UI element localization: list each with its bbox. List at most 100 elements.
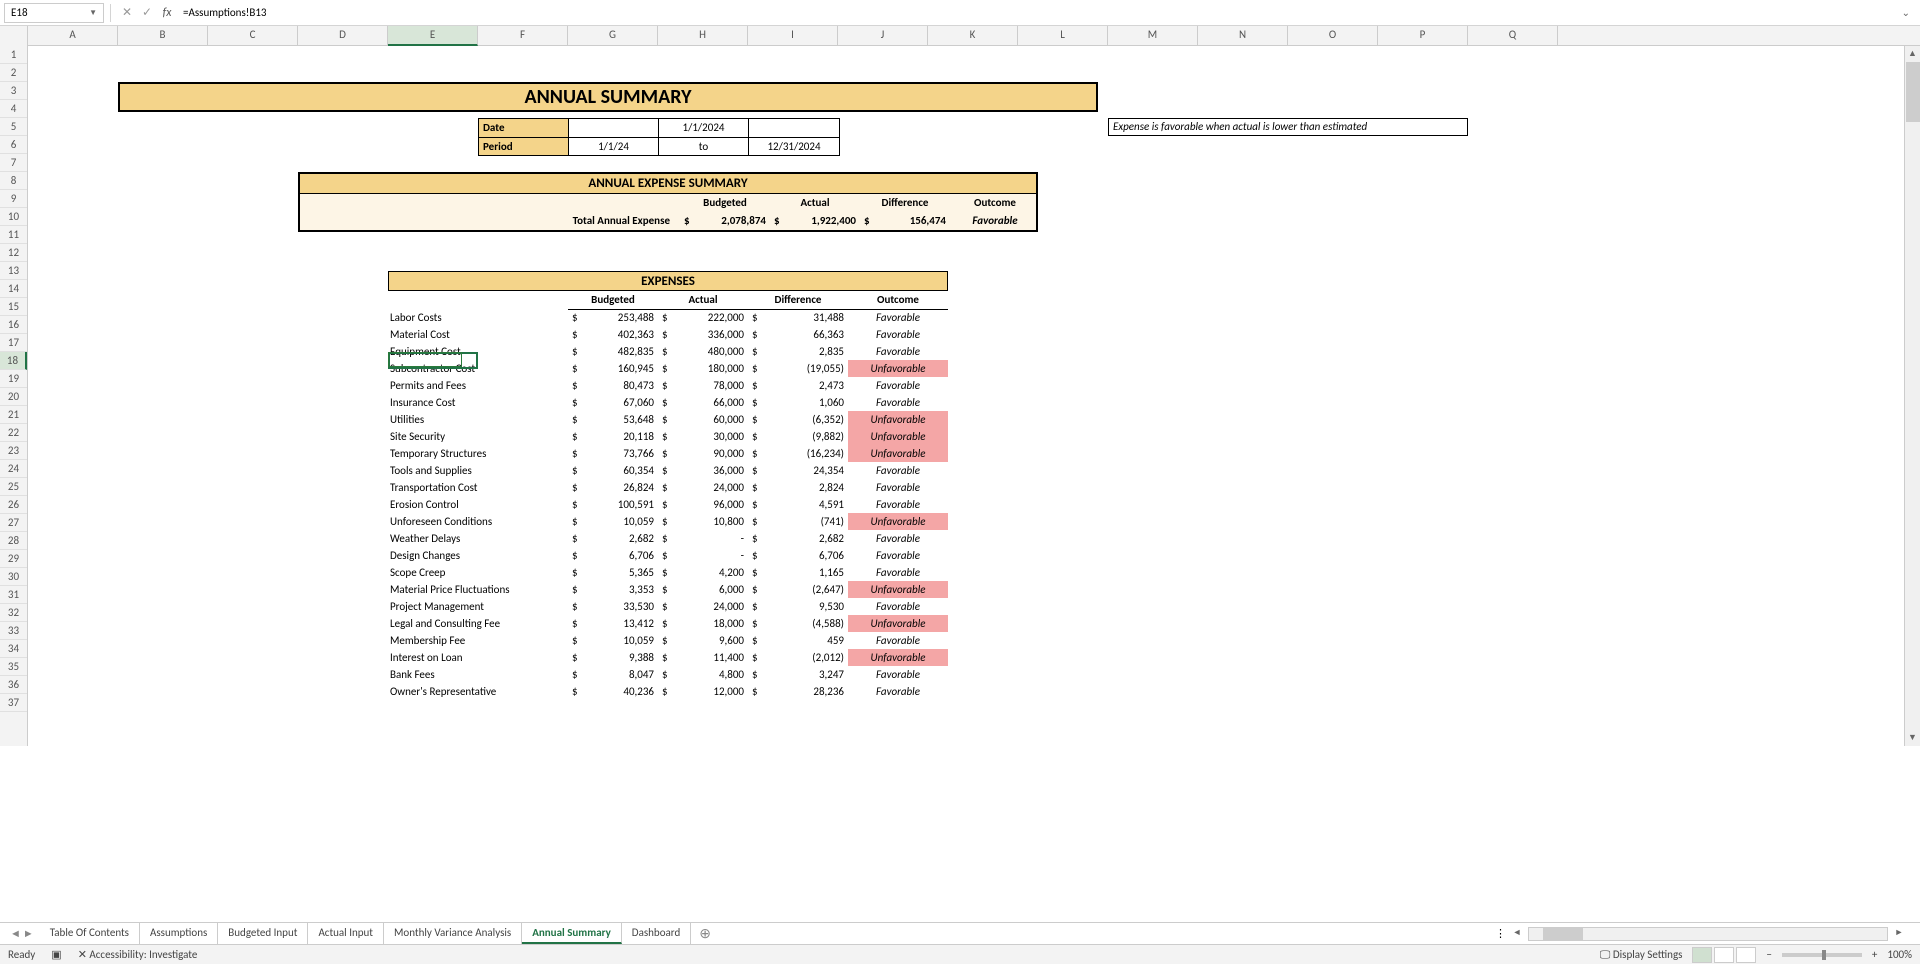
row-header-27[interactable]: 27 (0, 514, 27, 532)
col-header-L[interactable]: L (1018, 26, 1108, 46)
row-header-21[interactable]: 21 (0, 406, 27, 424)
tab-nav-prev-icon[interactable]: ◄ (10, 927, 21, 940)
expense-name: Bank Fees (388, 666, 568, 683)
row-header-16[interactable]: 16 (0, 316, 27, 334)
row-header-34[interactable]: 34 (0, 640, 27, 658)
scroll-down-icon[interactable]: ▼ (1905, 730, 1920, 746)
row-header-30[interactable]: 30 (0, 568, 27, 586)
row-header-32[interactable]: 32 (0, 604, 27, 622)
display-settings-button[interactable]: 🖵 Display Settings (1600, 948, 1683, 962)
row-header-33[interactable]: 33 (0, 622, 27, 640)
sheet-tab[interactable]: Budgeted Input (218, 923, 308, 944)
row-header-29[interactable]: 29 (0, 550, 27, 568)
row-header-17[interactable]: 17 (0, 334, 27, 352)
select-all-corner[interactable] (0, 26, 28, 46)
row-header-4[interactable]: 4 (0, 100, 27, 118)
accessibility-status[interactable]: ✕ Accessibility: Investigate (78, 948, 198, 961)
cells-area[interactable]: ANNUAL SUMMARY Expense is favorable when… (28, 46, 1920, 746)
row-header-11[interactable]: 11 (0, 226, 27, 244)
col-header-K[interactable]: K (928, 26, 1018, 46)
formula-input[interactable]: =Assumptions!B13 (177, 6, 1896, 19)
col-header-O[interactable]: O (1288, 26, 1378, 46)
col-header-Q[interactable]: Q (1468, 26, 1558, 46)
row-header-35[interactable]: 35 (0, 658, 27, 676)
tab-nav-next-icon[interactable]: ► (23, 927, 34, 940)
row-header-1[interactable]: 1 (0, 46, 27, 64)
zoom-in-icon[interactable]: + (1872, 948, 1877, 961)
hscroll-thumb[interactable] (1543, 928, 1583, 940)
expense-actual: $4,200 (658, 564, 748, 581)
scroll-up-icon[interactable]: ▲ (1905, 46, 1920, 62)
zoom-level[interactable]: 100% (1887, 948, 1912, 961)
hscroll-left-icon[interactable]: ◄ (1510, 927, 1524, 941)
view-page-break-icon[interactable] (1736, 947, 1756, 963)
sheet-tab[interactable]: Monthly Variance Analysis (384, 923, 522, 944)
row-header-23[interactable]: 23 (0, 442, 27, 460)
row-header-3[interactable]: 3 (0, 82, 27, 100)
expense-name: Unforeseen Conditions (388, 513, 568, 530)
vertical-scrollbar[interactable]: ▲ ▼ (1904, 46, 1920, 746)
row-header-2[interactable]: 2 (0, 64, 27, 82)
view-normal-icon[interactable] (1692, 947, 1712, 963)
row-header-24[interactable]: 24 (0, 460, 27, 478)
col-header-G[interactable]: G (568, 26, 658, 46)
sheet-tab[interactable]: Actual Input (308, 923, 384, 944)
row-header-36[interactable]: 36 (0, 676, 27, 694)
row-header-9[interactable]: 9 (0, 190, 27, 208)
col-header-D[interactable]: D (298, 26, 388, 46)
sheet-tab[interactable]: Annual Summary (522, 923, 622, 944)
col-header-B[interactable]: B (118, 26, 208, 46)
row-header-14[interactable]: 14 (0, 280, 27, 298)
row-header-28[interactable]: 28 (0, 532, 27, 550)
macro-record-icon[interactable]: ▣ (51, 948, 61, 961)
row-header-18[interactable]: 18 (0, 352, 27, 370)
enter-icon[interactable]: ✓ (137, 5, 157, 20)
scroll-thumb[interactable] (1906, 62, 1920, 122)
name-box-dropdown-icon[interactable]: ▼ (89, 8, 97, 18)
zoom-slider[interactable] (1782, 953, 1862, 957)
row-header-37[interactable]: 37 (0, 694, 27, 712)
name-box[interactable]: E18 ▼ (4, 3, 104, 23)
col-header-F[interactable]: F (478, 26, 568, 46)
row-header-8[interactable]: 8 (0, 172, 27, 190)
sheet-tab[interactable]: Dashboard (622, 923, 691, 944)
row-header-26[interactable]: 26 (0, 496, 27, 514)
col-header-I[interactable]: I (748, 26, 838, 46)
view-page-layout-icon[interactable] (1714, 947, 1734, 963)
expense-name: Site Security (388, 428, 568, 445)
row-header-15[interactable]: 15 (0, 298, 27, 316)
col-header-M[interactable]: M (1108, 26, 1198, 46)
col-header-N[interactable]: N (1198, 26, 1288, 46)
row-header-31[interactable]: 31 (0, 586, 27, 604)
row-header-12[interactable]: 12 (0, 244, 27, 262)
sheet-tab[interactable]: Table Of Contents (40, 923, 140, 944)
col-header-P[interactable]: P (1378, 26, 1468, 46)
hscroll-track[interactable] (1528, 927, 1888, 941)
row-header-7[interactable]: 7 (0, 154, 27, 172)
expense-actual: $60,000 (658, 411, 748, 428)
sheet-tab[interactable]: Assumptions (140, 923, 218, 944)
expense-name: Tools and Supplies (388, 462, 568, 479)
fx-icon[interactable]: fx (157, 6, 177, 20)
row-header-20[interactable]: 20 (0, 388, 27, 406)
cancel-icon[interactable]: ✕ (117, 5, 137, 20)
col-header-J[interactable]: J (838, 26, 928, 46)
col-header-C[interactable]: C (208, 26, 298, 46)
row-header-13[interactable]: 13 (0, 262, 27, 280)
row-header-19[interactable]: 19 (0, 370, 27, 388)
col-header-A[interactable]: A (28, 26, 118, 46)
row-header-5[interactable]: 5 (0, 118, 27, 136)
horizontal-scroll: ⋮ ◄ ► (1495, 927, 1916, 941)
row-header-25[interactable]: 25 (0, 478, 27, 496)
formula-expand-icon[interactable]: ⌄ (1896, 6, 1916, 19)
row-header-10[interactable]: 10 (0, 208, 27, 226)
expense-diff: $1,165 (748, 564, 848, 581)
add-sheet-icon[interactable]: ⊕ (691, 925, 719, 942)
zoom-out-icon[interactable]: − (1766, 948, 1771, 961)
expense-diff: $2,835 (748, 343, 848, 360)
row-header-6[interactable]: 6 (0, 136, 27, 154)
col-header-E[interactable]: E (388, 26, 478, 46)
hscroll-right-icon[interactable]: ► (1892, 927, 1906, 941)
col-header-H[interactable]: H (658, 26, 748, 46)
row-header-22[interactable]: 22 (0, 424, 27, 442)
